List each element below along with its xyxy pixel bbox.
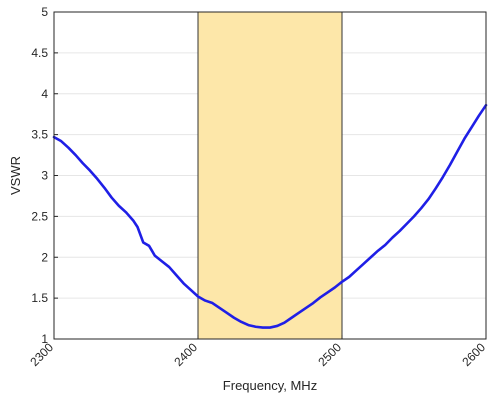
y-tick-label: 4 <box>41 87 48 101</box>
y-tick-label: 5 <box>41 5 48 19</box>
y-tick-label: 3.5 <box>31 128 48 142</box>
y-tick-label: 1 <box>41 332 48 346</box>
x-tick-label: 2500 <box>315 340 344 369</box>
y-tick-label: 1.5 <box>31 291 48 305</box>
series-layer <box>52 103 488 329</box>
x-axis-label: Frequency, MHz <box>223 378 317 393</box>
y-tick-label: 2.5 <box>31 209 48 223</box>
y-tick-label: 2 <box>41 250 48 264</box>
y-axis-ticks: 1 1.5 2 2.5 3 3.5 4 4.5 5 <box>31 5 58 346</box>
x-tick-label: 2400 <box>171 340 200 369</box>
y-tick-label: 4.5 <box>31 46 48 60</box>
y-tick-label: 3 <box>41 169 48 183</box>
series-line-1 <box>52 103 488 329</box>
highlight-band <box>197 11 343 340</box>
x-tick-label: 2600 <box>459 340 488 369</box>
x-axis-ticks: 2300 2400 2500 2600 <box>27 335 488 369</box>
y-axis-label: VSWR <box>8 156 23 195</box>
